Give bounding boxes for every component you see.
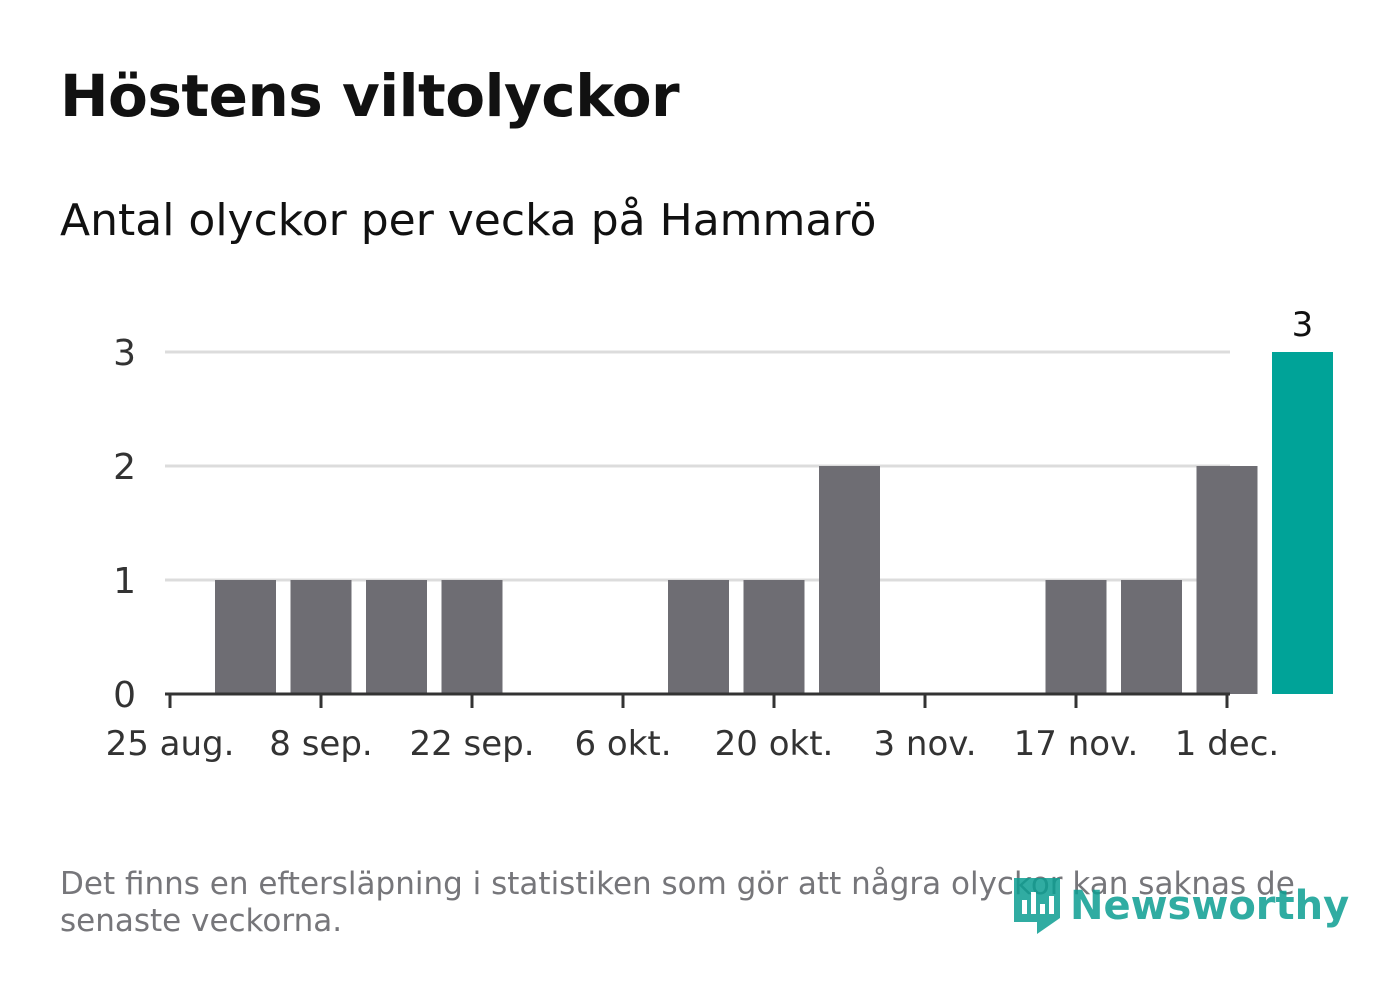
x-tick-label: 1 dec. (1175, 724, 1279, 764)
bar (1196, 466, 1258, 694)
newsworthy-logo: Newsworthy (1010, 874, 1349, 938)
x-tick-label: 22 sep. (409, 724, 534, 764)
newsworthy-logo-text: Newsworthy (1070, 883, 1350, 929)
x-tick-label: 6 okt. (574, 724, 671, 764)
bar-chart: 0 1 2 3 3 25 aug. 8 sep. 22 sep. 6 okt. 20 okt. 3 … (106, 305, 1333, 764)
bar (215, 580, 276, 694)
bar (1045, 580, 1107, 694)
bar-highlight (1272, 352, 1333, 694)
x-tick-label: 3 nov. (873, 724, 976, 764)
y-tick-label: 3 (113, 333, 136, 374)
bar (441, 580, 503, 694)
bar (668, 580, 729, 694)
bar (366, 580, 427, 694)
chart-title: Höstens viltolyckor (60, 62, 680, 130)
x-tick-label: 20 okt. (715, 724, 834, 764)
footnote: Det finns en eftersläpning i statistiken… (60, 866, 1295, 939)
y-tick-label: 0 (113, 675, 136, 716)
bar (1121, 580, 1182, 694)
x-tick-label: 25 aug. (106, 724, 235, 764)
bar (819, 466, 880, 694)
newsworthy-logo-icon (1014, 878, 1060, 934)
y-tick-label: 1 (113, 561, 136, 602)
x-tick-label: 17 nov. (1014, 724, 1139, 764)
bar (290, 580, 352, 694)
y-tick-label: 2 (113, 447, 136, 488)
data-label: 3 (1292, 305, 1314, 345)
bar (743, 580, 805, 694)
x-tick-label: 8 sep. (269, 724, 372, 764)
chart-subtitle: Antal olyckor per vecka på Hammarö (60, 195, 877, 246)
